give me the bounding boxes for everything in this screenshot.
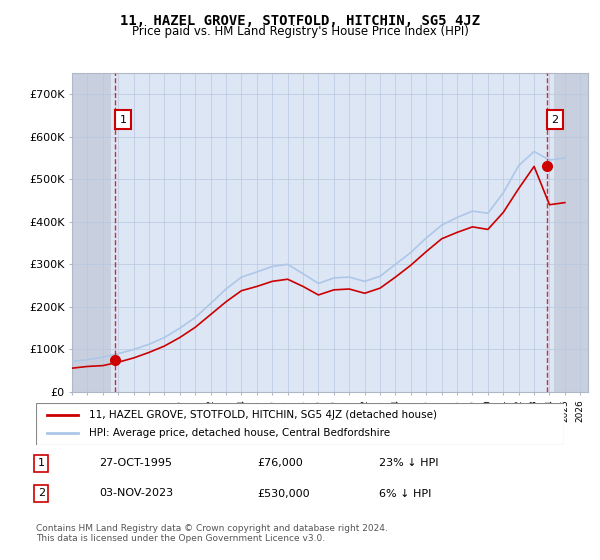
Text: HPI: Average price, detached house, Central Bedfordshire: HPI: Average price, detached house, Cent… — [89, 428, 390, 438]
Text: £76,000: £76,000 — [258, 459, 304, 468]
Text: 03-NOV-2023: 03-NOV-2023 — [100, 488, 173, 498]
Bar — [72, 73, 110, 392]
FancyBboxPatch shape — [36, 403, 564, 445]
Text: 1: 1 — [119, 115, 127, 125]
Text: 2: 2 — [38, 488, 45, 498]
Text: 11, HAZEL GROVE, STOTFOLD, HITCHIN, SG5 4JZ: 11, HAZEL GROVE, STOTFOLD, HITCHIN, SG5 … — [120, 14, 480, 28]
Text: Contains HM Land Registry data © Crown copyright and database right 2024.
This d: Contains HM Land Registry data © Crown c… — [36, 524, 388, 543]
Text: 23% ↓ HPI: 23% ↓ HPI — [379, 459, 439, 468]
Text: Price paid vs. HM Land Registry's House Price Index (HPI): Price paid vs. HM Land Registry's House … — [131, 25, 469, 38]
Text: 1: 1 — [38, 459, 45, 468]
Text: £530,000: £530,000 — [258, 488, 310, 498]
Text: 27-OCT-1995: 27-OCT-1995 — [100, 459, 172, 468]
Text: 2: 2 — [551, 115, 558, 125]
Bar — [554, 73, 588, 392]
Text: 6% ↓ HPI: 6% ↓ HPI — [379, 488, 431, 498]
Text: 11, HAZEL GROVE, STOTFOLD, HITCHIN, SG5 4JZ (detached house): 11, HAZEL GROVE, STOTFOLD, HITCHIN, SG5 … — [89, 410, 437, 420]
